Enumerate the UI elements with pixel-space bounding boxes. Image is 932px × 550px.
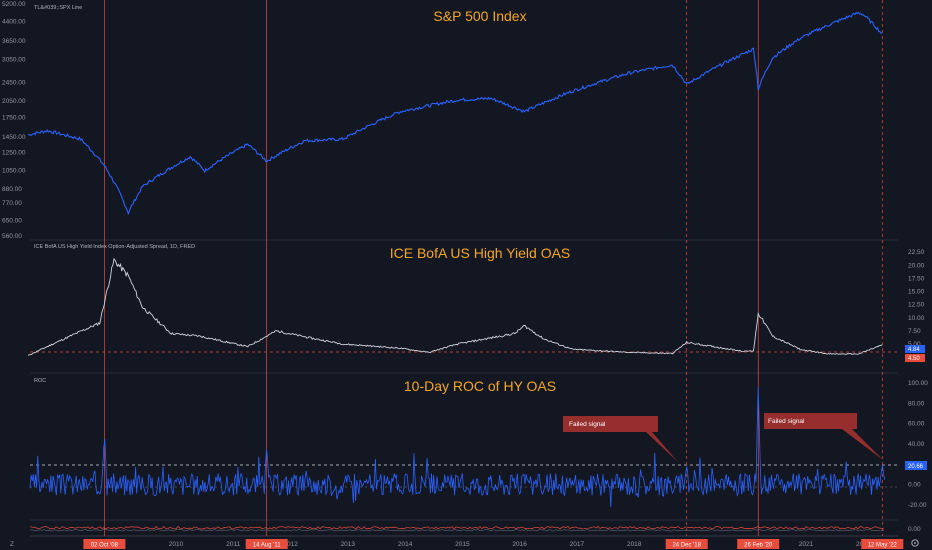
- annotation-text: Failed signal: [768, 418, 805, 425]
- oas-axis-tick: 20.00: [908, 262, 925, 269]
- spx-axis-tick: 3050.00: [2, 57, 26, 64]
- roc-title: 10-Day ROC of HY OAS: [404, 378, 556, 394]
- x-axis-tick: 2016: [512, 541, 527, 548]
- x-axis-tick: 2012: [283, 541, 298, 548]
- signal-date-badge: [861, 539, 904, 549]
- failed-signal-annotation[interactable]: Failed signal: [563, 416, 678, 462]
- zoom-icon[interactable]: Z: [10, 541, 14, 548]
- spx-axis-tick: 1250.00: [2, 149, 26, 156]
- oas-series-line: [27, 257, 883, 356]
- oas-axis-tick: 7.50: [908, 328, 921, 335]
- oas-axis-tick: 15.00: [908, 289, 925, 296]
- spx-axis-tick: 560.00: [2, 233, 22, 240]
- roc-last-value-label: 20.66: [905, 461, 927, 470]
- x-axis-tick: 2017: [570, 541, 585, 548]
- signal-date-label: 14 Aug '11: [253, 543, 281, 549]
- failed-signal-annotation[interactable]: Failed signal: [764, 413, 883, 460]
- roc-axis-tick: 0.00: [908, 482, 921, 489]
- signal-date-badge: [737, 539, 780, 549]
- roc-last-value: 20.66: [908, 464, 924, 470]
- signal-date-badge: [665, 539, 708, 549]
- spx-axis-tick: 1050.00: [2, 168, 26, 175]
- signal-date-label: 26 Feb '20: [744, 543, 773, 549]
- oas-legend[interactable]: ICE BofA US High Yield Index Option-Adju…: [34, 244, 195, 250]
- x-axis-tick: 2018: [627, 541, 642, 548]
- signal-date-badge: [245, 539, 288, 549]
- roc-legend[interactable]: ROC: [34, 378, 46, 384]
- oas-last-value-labels: 4.84 4.50: [905, 345, 925, 362]
- spx-axis-tick: 5200.00: [2, 1, 26, 8]
- spx-axis-tick: 650.00: [2, 218, 22, 225]
- lower-pane-tick: 0.00: [908, 526, 921, 533]
- spx-axis-tick: 880.00: [2, 186, 22, 193]
- roc-axis-tick: 80.00: [908, 400, 925, 407]
- oas-axis-tick: 12.50: [908, 302, 925, 309]
- gear-icon[interactable]: [911, 539, 919, 547]
- spx-left-axis: 5200.00 4400.00 3650.00 3050.00 2450.00 2050.…: [2, 1, 26, 240]
- signal-date-label: 02 Oct '08: [91, 543, 119, 549]
- oas-axis-tick: 5.00: [908, 341, 921, 348]
- spx-axis-tick: 3650.00: [2, 38, 26, 45]
- spx-series-line: [27, 11, 883, 216]
- spx-axis-tick: 2050.00: [2, 98, 26, 105]
- spx-axis-tick: 1450.00: [2, 134, 26, 141]
- x-axis-tick: 2010: [169, 541, 184, 548]
- roc-axis-tick: 60.00: [908, 421, 925, 428]
- roc-series-line: [29, 386, 886, 508]
- x-axis-tick: 2011: [226, 541, 240, 548]
- roc-axis-tick: 100.00: [908, 380, 928, 387]
- lower-pane-line: [29, 525, 885, 530]
- spx-legend[interactable]: TL&#039;:SPX Line: [34, 5, 82, 11]
- x-axis-tick: 2013: [341, 541, 356, 548]
- oas-reference-value: 4.50: [908, 356, 920, 362]
- signal-date-label: 12 May '22: [868, 543, 898, 549]
- spx-axis-tick: 2450.00: [2, 79, 26, 86]
- oas-axis-tick: 10.00: [908, 315, 925, 322]
- roc-axis-tick: -20.00: [908, 502, 927, 509]
- oas-axis-tick: 22.50: [908, 249, 925, 256]
- roc-axis-tick: 40.00: [908, 441, 925, 448]
- x-axis-tick: 2021: [799, 541, 814, 548]
- spx-axis-tick: 1750.00: [2, 114, 26, 121]
- annotation-text: Failed signal: [569, 421, 606, 428]
- spx-title: S&P 500 Index: [433, 8, 526, 24]
- spx-axis-tick: 770.00: [2, 200, 22, 207]
- lower-pane-line-secondary: [29, 529, 885, 532]
- time-scale[interactable]: 2010201120122013201420152016201720182019…: [83, 539, 904, 549]
- oas-last-value: 4.84: [908, 347, 920, 353]
- x-axis-tick: 2014: [398, 541, 413, 548]
- signal-date-label: 24 Dec '18: [672, 543, 701, 549]
- signal-date-badge: [83, 539, 126, 549]
- oas-title: ICE BofA US High Yield OAS: [390, 245, 571, 261]
- x-axis-tick: 2015: [455, 541, 470, 548]
- oas-axis-tick: 17.50: [908, 276, 925, 283]
- spx-axis-tick: 4400.00: [2, 18, 26, 25]
